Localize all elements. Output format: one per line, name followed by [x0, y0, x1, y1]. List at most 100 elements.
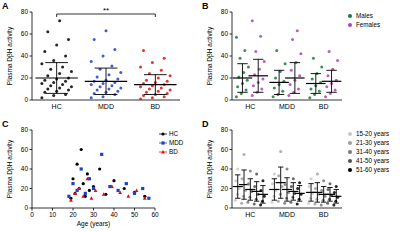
legend-marker — [348, 132, 352, 136]
point — [110, 185, 114, 189]
error-bar — [254, 182, 259, 202]
error-cap — [297, 185, 302, 186]
point — [272, 195, 275, 198]
point — [263, 60, 266, 63]
error-cap — [253, 59, 263, 60]
point — [312, 57, 315, 60]
point — [73, 191, 77, 195]
y-tick — [230, 169, 233, 170]
point — [160, 86, 163, 89]
point — [328, 198, 331, 201]
legend-label: 21-30 years — [356, 139, 389, 147]
error-bar — [237, 64, 247, 93]
point — [81, 194, 85, 198]
point — [49, 68, 52, 71]
point — [246, 79, 249, 82]
error-cap — [45, 93, 68, 94]
point — [145, 91, 148, 94]
marks — [233, 19, 342, 99]
error-cap — [248, 200, 253, 201]
point — [46, 30, 49, 33]
panel-letter: D — [202, 119, 209, 129]
x-tick-label: 10 — [49, 211, 57, 218]
error-cap — [311, 73, 321, 74]
point — [320, 66, 323, 69]
point — [113, 48, 116, 51]
error-cap — [315, 202, 320, 203]
point — [308, 185, 311, 188]
y-tick-label: 0 — [224, 204, 228, 211]
point — [322, 199, 325, 202]
point — [327, 188, 330, 191]
point — [67, 89, 70, 92]
error-stem — [237, 175, 238, 198]
point — [261, 200, 264, 203]
error-cap — [260, 185, 265, 186]
error-cap — [274, 70, 284, 71]
point — [286, 168, 289, 171]
point — [247, 182, 250, 185]
y-tick-label: 0 — [24, 96, 28, 103]
point — [241, 177, 244, 180]
error-cap — [326, 92, 336, 93]
error-cap — [144, 74, 167, 75]
legend-marker — [161, 150, 165, 154]
error-cap — [237, 92, 247, 93]
point — [90, 96, 93, 99]
point — [93, 38, 96, 41]
error-stem — [155, 75, 156, 95]
y-tick-label: 80 — [221, 8, 229, 15]
point — [163, 95, 166, 98]
point — [49, 84, 52, 87]
error-bar — [291, 183, 296, 201]
point — [169, 89, 172, 92]
point — [291, 38, 294, 41]
point — [135, 188, 139, 192]
y-tick — [230, 12, 233, 13]
point — [243, 49, 246, 52]
legend-label: Males — [356, 12, 373, 19]
point — [70, 70, 73, 73]
point — [119, 71, 122, 74]
x-tick-label: 60 — [151, 211, 159, 218]
point — [40, 96, 43, 99]
y-tick-label: 0 — [224, 96, 228, 103]
point — [123, 187, 126, 190]
point — [67, 38, 70, 41]
error-stem — [106, 68, 107, 94]
y-tick-label: 40 — [21, 165, 29, 172]
point — [271, 182, 274, 185]
error-stem — [244, 170, 245, 199]
error-stem — [311, 184, 312, 202]
error-stem — [317, 183, 318, 203]
legend-label: HC — [169, 130, 179, 137]
error-cap — [290, 62, 300, 63]
error-cap — [45, 62, 68, 63]
point — [253, 203, 256, 206]
point — [322, 179, 325, 182]
y-tick-label: 60 — [221, 30, 229, 37]
x-tick-label: MDD — [279, 211, 295, 218]
point — [310, 177, 313, 180]
point — [84, 192, 87, 195]
point — [236, 85, 239, 88]
error-cap — [315, 182, 320, 183]
error-cap — [241, 169, 246, 170]
point — [236, 168, 239, 171]
y-tick-label: 40 — [221, 52, 229, 59]
point — [314, 187, 317, 190]
error-stem — [329, 188, 330, 202]
x-tick-label: BD — [319, 103, 329, 110]
point — [105, 29, 108, 32]
point — [116, 90, 119, 93]
point — [107, 73, 110, 76]
error-stem — [336, 189, 337, 203]
point — [320, 189, 323, 192]
point — [139, 66, 142, 69]
panel-letter: B — [202, 1, 209, 11]
point — [43, 79, 46, 82]
x-tick-label: MDD — [98, 103, 114, 110]
point — [69, 198, 73, 202]
y-tick — [230, 78, 233, 79]
error-cap — [327, 187, 332, 188]
